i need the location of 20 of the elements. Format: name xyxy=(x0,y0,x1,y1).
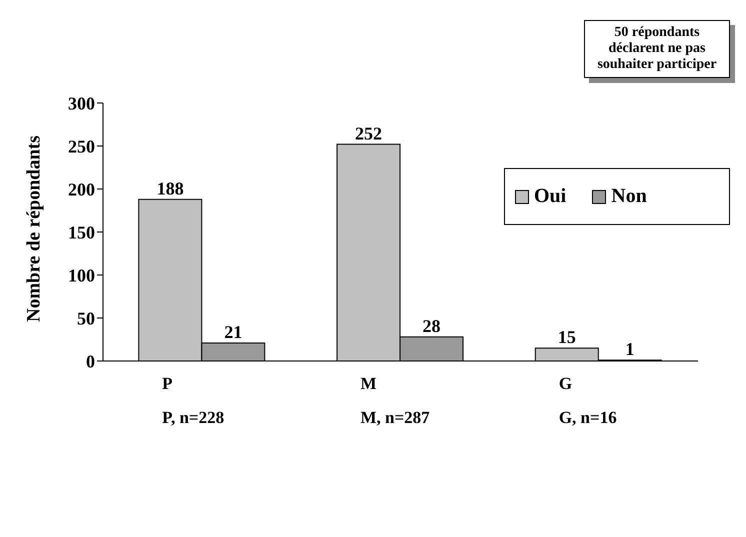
data-label: 1 xyxy=(625,339,634,360)
legend-label: Oui xyxy=(533,185,566,208)
x-tick-label: P P, n=228 xyxy=(162,374,224,427)
y-tick-label: 0 xyxy=(86,351,95,372)
y-tick-label: 100 xyxy=(68,265,95,286)
y-axis-title: Nombre de répondants xyxy=(24,136,45,322)
y-tick-label: 150 xyxy=(68,222,95,242)
y-tick-label: 200 xyxy=(68,179,95,200)
data-label: 28 xyxy=(422,316,441,336)
legend-label: Non xyxy=(610,185,647,208)
text: 50 répondants déclarent ne pas souhaiter participer xyxy=(584,20,730,78)
data-label: 15 xyxy=(558,327,576,348)
y-tick-label: 300 xyxy=(68,93,95,114)
y-tick-label: 250 xyxy=(68,136,95,156)
x-tick-label: G G, n=16 xyxy=(558,374,617,427)
data-label: 188 xyxy=(156,178,184,198)
y-tick-label: 50 xyxy=(77,308,95,328)
data-label: 21 xyxy=(224,322,242,342)
data-label: 252 xyxy=(355,123,382,144)
x-tick-label: M M, n=287 xyxy=(360,374,430,427)
